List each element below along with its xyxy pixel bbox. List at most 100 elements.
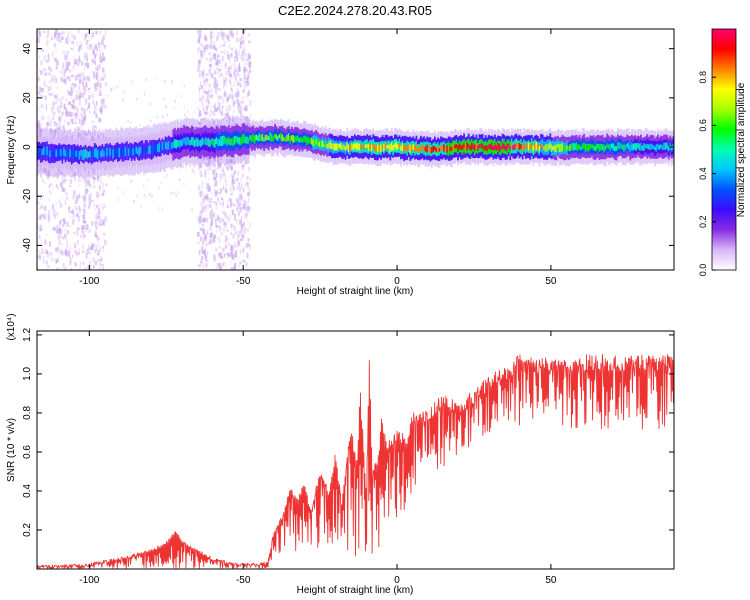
noise-speckle bbox=[76, 252, 78, 257]
noise-speckle bbox=[208, 52, 212, 55]
ridge-cell bbox=[652, 145, 655, 149]
noise-speckle bbox=[50, 121, 52, 127]
noise-speckle bbox=[211, 221, 213, 226]
noise-speckle bbox=[43, 255, 45, 259]
noise-speckle bbox=[50, 191, 52, 195]
noise-speckle bbox=[50, 107, 53, 114]
noise-speckle bbox=[49, 244, 51, 247]
noise-speckle bbox=[82, 261, 85, 265]
noise-speckle bbox=[248, 55, 251, 59]
noise-speckle bbox=[83, 201, 86, 207]
noise-speckle bbox=[236, 245, 239, 249]
noise-speckle bbox=[239, 219, 242, 225]
ridge-cell bbox=[607, 144, 610, 149]
y-tick-label: 0.6 bbox=[22, 445, 33, 459]
noise-speckle bbox=[223, 92, 227, 97]
noise-speckle bbox=[214, 192, 217, 197]
noise-speckle bbox=[58, 39, 62, 44]
noise-speckle bbox=[213, 254, 215, 258]
ridge-cell bbox=[120, 147, 122, 156]
ridge-cell bbox=[132, 148, 135, 156]
noise-speckle bbox=[64, 54, 66, 57]
ridge-cell bbox=[603, 144, 606, 153]
noise-speckle bbox=[245, 212, 248, 218]
noise-speckle bbox=[56, 122, 58, 125]
noise-speckle bbox=[202, 106, 205, 112]
noise-speckle bbox=[228, 216, 230, 222]
noise-speckle bbox=[58, 200, 61, 204]
noise-speckle bbox=[140, 205, 142, 209]
noise-speckle bbox=[56, 37, 60, 42]
ridge-cell bbox=[343, 144, 346, 150]
noise-speckle bbox=[94, 82, 97, 89]
noise-speckle bbox=[99, 48, 102, 53]
noise-speckle bbox=[213, 53, 216, 60]
noise-speckle bbox=[210, 45, 213, 50]
noise-speckle bbox=[249, 100, 252, 107]
noise-speckle bbox=[37, 76, 40, 82]
x-tick-label: -100 bbox=[79, 276, 99, 287]
noise-speckle bbox=[52, 115, 55, 120]
noise-speckle bbox=[205, 172, 206, 178]
noise-speckle bbox=[225, 256, 228, 260]
noise-speckle bbox=[218, 59, 222, 64]
noise-speckle bbox=[101, 105, 104, 109]
ridge-cell bbox=[480, 143, 482, 148]
noise-speckle bbox=[204, 120, 208, 123]
noise-speckle bbox=[199, 216, 202, 222]
noise-speckle bbox=[214, 47, 217, 51]
ridge-cell bbox=[527, 142, 530, 151]
ridge-cell bbox=[563, 146, 566, 151]
ridge-cell bbox=[98, 148, 101, 158]
noise-speckle bbox=[80, 44, 83, 47]
noise-speckle bbox=[83, 212, 85, 217]
noise-speckle bbox=[238, 107, 242, 114]
ridge-cell bbox=[72, 148, 75, 159]
ridge-cell bbox=[137, 148, 139, 155]
ridge-cell bbox=[157, 144, 159, 152]
noise-speckle bbox=[182, 164, 184, 168]
noise-speckle bbox=[96, 100, 98, 106]
noise-speckle bbox=[208, 121, 211, 124]
ridge-cell bbox=[258, 133, 261, 141]
noise-speckle bbox=[50, 85, 52, 91]
noise-speckle bbox=[222, 77, 225, 81]
noise-speckle bbox=[240, 177, 242, 183]
noise-speckle bbox=[206, 37, 208, 41]
noise-speckle bbox=[166, 173, 169, 177]
noise-speckle bbox=[205, 235, 207, 240]
noise-speckle bbox=[41, 87, 44, 91]
ridge-cell bbox=[435, 147, 438, 153]
ridge-cell bbox=[175, 139, 178, 149]
noise-speckle bbox=[99, 258, 102, 261]
noise-speckle bbox=[54, 111, 56, 115]
noise-speckle bbox=[220, 30, 223, 34]
noise-speckle bbox=[77, 74, 79, 81]
noise-speckle bbox=[60, 171, 64, 175]
noise-speckle bbox=[214, 169, 217, 173]
noise-speckle bbox=[49, 217, 51, 223]
noise-speckle bbox=[224, 116, 226, 119]
noise-speckle bbox=[233, 170, 236, 174]
noise-speckle bbox=[44, 84, 48, 87]
ridge-cell bbox=[620, 143, 622, 149]
noise-speckle bbox=[56, 230, 59, 234]
noise-speckle bbox=[198, 114, 201, 118]
noise-speckle bbox=[49, 73, 51, 76]
noise-speckle bbox=[214, 54, 217, 59]
noise-speckle bbox=[90, 33, 93, 40]
noise-speckle bbox=[94, 125, 96, 128]
noise-speckle bbox=[206, 98, 209, 103]
noise-speckle bbox=[65, 197, 69, 200]
noise-speckle bbox=[238, 264, 240, 267]
noise-speckle bbox=[83, 91, 86, 94]
ridge-cell bbox=[230, 138, 233, 146]
noise-speckle bbox=[68, 101, 72, 106]
noise-speckle bbox=[199, 43, 203, 46]
noise-speckle bbox=[45, 104, 47, 110]
noise-speckle bbox=[77, 218, 80, 222]
noise-speckle bbox=[228, 67, 232, 70]
noise-speckle bbox=[243, 66, 246, 73]
noise-speckle bbox=[88, 97, 90, 101]
noise-speckle bbox=[82, 220, 86, 223]
